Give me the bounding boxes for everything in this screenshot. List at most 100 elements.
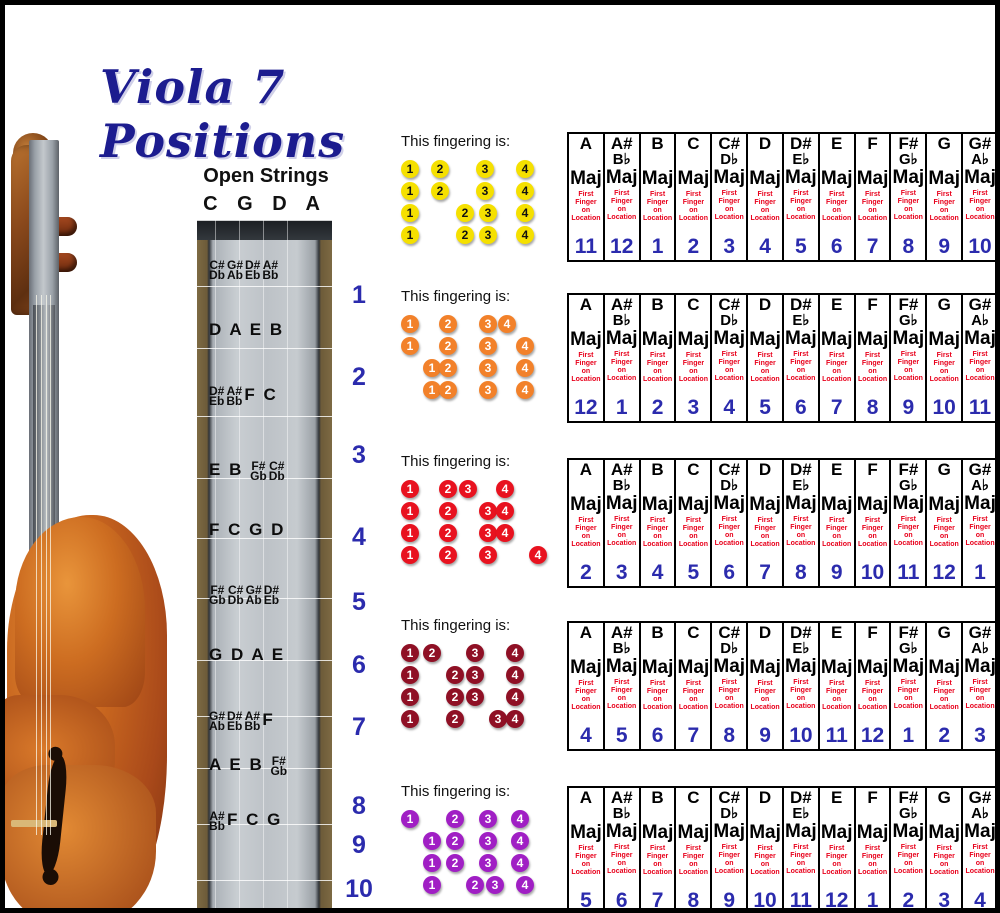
- chord-column[interactable]: F# G♭ Maj First Finger on Location 8: [891, 134, 928, 260]
- chord-root: G#: [968, 460, 992, 479]
- chord-table: A Maj First Finger on Location 5 A# B♭ Maj First Fi…: [567, 786, 995, 912]
- first-finger-caption: First Finger on Location: [714, 679, 744, 710]
- first-finger-caption: First Finger on Location: [678, 352, 708, 383]
- chord-column[interactable]: D# E♭ Maj First Finger on Location 11: [784, 788, 820, 912]
- location-number: 11: [789, 889, 812, 912]
- chord-column[interactable]: C# D♭ Maj First Finger on Location 3: [712, 134, 749, 260]
- chord-root: F: [867, 134, 878, 153]
- chord-root: A#: [610, 134, 633, 153]
- chord-column[interactable]: D# E♭ Maj First Finger on Location 6: [784, 295, 820, 421]
- chord-quality: Maj: [820, 822, 853, 843]
- chord-column[interactable]: G# A♭ Maj First Finger on Location 11: [963, 295, 995, 421]
- chord-column[interactable]: A# B♭ Maj First Finger on Location 1: [605, 295, 641, 421]
- fret-line: [197, 660, 332, 661]
- location-number: 5: [795, 235, 807, 258]
- chord-column[interactable]: B Maj First Finger on Location 7: [641, 788, 677, 908]
- finger-dot: 2: [439, 315, 457, 333]
- first-finger-caption: First Finger on Location: [929, 845, 959, 876]
- chord-column[interactable]: B Maj First Finger on Location 6: [641, 623, 677, 749]
- chord-column[interactable]: E Maj First Finger on Location 6: [820, 134, 856, 260]
- finger-dot: 1: [401, 546, 419, 564]
- chord-column[interactable]: F# G♭ Maj First Finger on Location 2: [891, 788, 928, 908]
- chord-column[interactable]: A# B♭ Maj First Finger on Location 5: [605, 623, 641, 749]
- chord-column[interactable]: C# D♭ Maj First Finger on Location 4: [712, 295, 749, 421]
- chord-column[interactable]: D Maj First Finger on Location 10: [748, 788, 784, 912]
- chord-column[interactable]: G Maj First Finger on Location 9: [927, 134, 964, 260]
- chord-column[interactable]: D Maj First Finger on Location 4: [748, 134, 784, 260]
- chord-column[interactable]: F# G♭ Maj First Finger on Location 9: [891, 295, 928, 421]
- chord-column[interactable]: G# A♭ Maj First Finger on Location 10: [963, 134, 996, 260]
- finger-dot: 3: [466, 644, 484, 662]
- finger-dot: 3: [479, 381, 497, 399]
- chord-column[interactable]: F Maj First Finger on Location 7: [856, 134, 892, 260]
- chord-root: C: [687, 788, 700, 807]
- chord-column[interactable]: F Maj First Finger on Location 10: [856, 460, 892, 586]
- chord-column[interactable]: G Maj First Finger on Location 12: [927, 460, 964, 586]
- first-finger-caption: First Finger on Location: [750, 352, 780, 383]
- finger-dot: 4: [516, 381, 534, 399]
- first-finger-caption: First Finger on Location: [642, 352, 673, 383]
- chord-quality: Maj: [570, 494, 602, 515]
- chord-column[interactable]: C Maj First Finger on Location 3: [676, 295, 713, 421]
- page-title: Viola 7 Positions: [100, 60, 346, 168]
- chord-column[interactable]: E Maj First Finger on Location 9: [820, 460, 856, 586]
- chord-column[interactable]: F Maj First Finger on Location 8: [856, 295, 892, 421]
- chord-column[interactable]: E Maj First Finger on Location 12: [820, 788, 856, 912]
- chord-column[interactable]: C Maj First Finger on Location 2: [676, 134, 713, 260]
- location-number: 2: [938, 724, 951, 747]
- chord-quality: Maj: [785, 656, 817, 677]
- chord-column[interactable]: D# E♭ Maj First Finger on Location 8: [784, 460, 820, 586]
- chord-enharmonic: D♭: [720, 805, 739, 822]
- chord-column[interactable]: A Maj First Finger on Location 12: [569, 295, 605, 421]
- chord-column[interactable]: C Maj First Finger on Location 8: [676, 788, 713, 908]
- chord-column[interactable]: C Maj First Finger on Location 7: [676, 623, 713, 749]
- chord-column[interactable]: C Maj First Finger on Location 5: [676, 460, 713, 586]
- chord-column[interactable]: C# D♭ Maj First Finger on Location 6: [712, 460, 749, 586]
- chord-column[interactable]: D Maj First Finger on Location 7: [748, 460, 784, 586]
- chord-column[interactable]: A Maj First Finger on Location 11: [569, 134, 605, 260]
- chord-column[interactable]: E Maj First Finger on Location 11: [820, 623, 856, 749]
- chord-column[interactable]: D# E♭ Maj First Finger on Location 5: [784, 134, 820, 260]
- chord-column[interactable]: D Maj First Finger on Location 5: [748, 295, 784, 421]
- chord-column[interactable]: F# G♭ Maj First Finger on Location 1: [891, 623, 928, 749]
- chord-quality: Maj: [713, 167, 746, 188]
- chord-column[interactable]: D Maj First Finger on Location 9: [748, 623, 784, 749]
- chord-column[interactable]: A# B♭ Maj First Finger on Location 3: [605, 460, 641, 586]
- chord-column[interactable]: G# A♭ Maj First Finger on Location 1: [963, 460, 995, 586]
- fingerboard-diagram: C# Db G# Ab D# Eb A# Bb D A E B D# Eb A# Bb F C E B …: [197, 220, 332, 908]
- chord-column[interactable]: A Maj First Finger on Location 4: [569, 623, 605, 749]
- chord-column[interactable]: A# B♭ Maj First Finger on Location 12: [605, 134, 641, 260]
- chord-column[interactable]: C# D♭ Maj First Finger on Location 8: [712, 623, 749, 749]
- chord-column[interactable]: C# D♭ Maj First Finger on Location 9: [712, 788, 749, 908]
- chord-column[interactable]: A Maj First Finger on Location 2: [569, 460, 605, 586]
- chord-column[interactable]: D# E♭ Maj First Finger on Location 10: [784, 623, 820, 749]
- chord-column[interactable]: B Maj First Finger on Location 2: [641, 295, 677, 421]
- chord-column[interactable]: G Maj First Finger on Location 3: [927, 788, 964, 908]
- chord-quality: Maj: [892, 328, 925, 349]
- chord-enharmonic: B♭: [612, 640, 631, 657]
- chord-column[interactable]: E Maj First Finger on Location 7: [820, 295, 856, 421]
- chord-column[interactable]: G Maj First Finger on Location 10: [927, 295, 964, 421]
- first-finger-caption: First Finger on Location: [822, 517, 852, 548]
- chord-quality: Maj: [964, 167, 996, 188]
- chord-column[interactable]: F Maj First Finger on Location 12: [856, 623, 892, 749]
- chord-column[interactable]: A Maj First Finger on Location 5: [569, 788, 605, 908]
- chord-column[interactable]: F# G♭ Maj First Finger on Location 11: [891, 460, 928, 586]
- location-number: 5: [615, 724, 628, 747]
- chord-table: A Maj First Finger on Location 4 A# B♭ Maj First Fi…: [567, 621, 995, 751]
- finger-dot: 1: [401, 160, 419, 178]
- first-finger-caption: First Finger on Location: [678, 517, 708, 548]
- location-number: 10: [932, 396, 956, 419]
- chord-column[interactable]: B Maj First Finger on Location 1: [641, 134, 677, 260]
- chord-column[interactable]: G# A♭ Maj First Finger on Location 4: [963, 788, 995, 908]
- chord-column[interactable]: F Maj First Finger on Location 1: [856, 788, 892, 908]
- location-number: 10: [753, 889, 777, 912]
- chord-quality: Maj: [641, 168, 674, 189]
- chord-column[interactable]: B Maj First Finger on Location 4: [641, 460, 677, 586]
- first-finger-caption: First Finger on Location: [965, 516, 995, 547]
- chord-column[interactable]: A# B♭ Maj First Finger on Location 6: [605, 788, 641, 908]
- location-number: 12: [825, 889, 849, 912]
- finger-dot: 2: [456, 204, 474, 222]
- chord-column[interactable]: G# A♭ Maj First Finger on Location 3: [963, 623, 995, 749]
- chord-column[interactable]: G Maj First Finger on Location 2: [927, 623, 964, 749]
